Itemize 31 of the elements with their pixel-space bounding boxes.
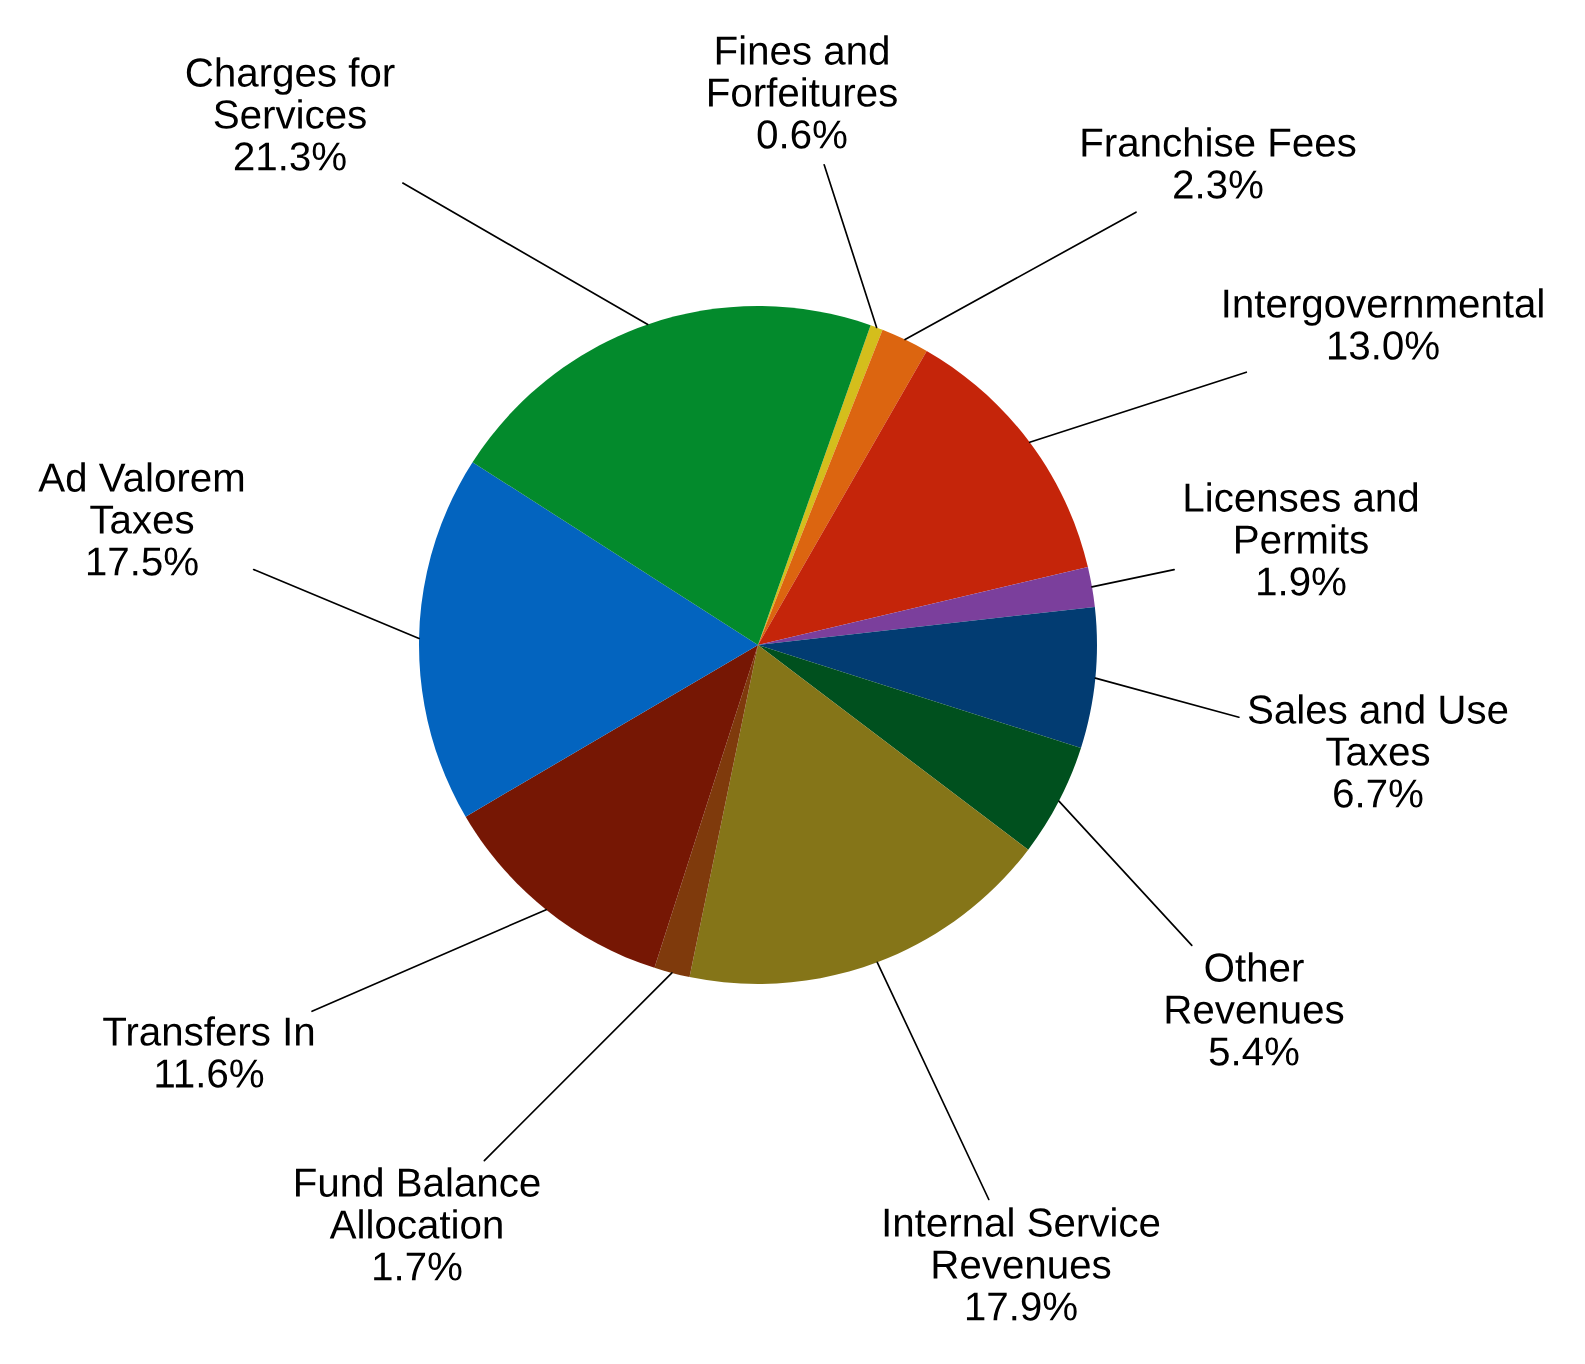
slice-label: Licenses and Permits <box>1185 482 1418 554</box>
data-label: 17.9% <box>966 1292 1077 1321</box>
slice-label: Other Revenues <box>1166 952 1344 1024</box>
slice-label: Charges for Services <box>186 57 395 129</box>
data-label: 6.7% <box>1334 779 1423 808</box>
slice-label: Transfers In <box>103 1016 314 1046</box>
slice-label: Sales and Use Taxes <box>1248 694 1508 766</box>
slice-label: Fines and Forfeitures <box>709 35 897 107</box>
data-label: 11.6% <box>156 1059 264 1088</box>
slice-label: Internal Service Revenues <box>884 1207 1160 1279</box>
data-label: 21.3% <box>234 142 346 171</box>
slice-label: Franchise Fees <box>1082 127 1356 157</box>
pie-slice <box>758 606 1097 748</box>
pie-slice <box>689 645 1029 984</box>
data-label: 17.5% <box>87 547 198 576</box>
pie-slice <box>465 645 758 968</box>
slice-label: Ad Valorem Taxes <box>38 462 244 534</box>
slice-label: Intergovernmental <box>1224 288 1543 326</box>
data-label: 1.9% <box>1258 567 1346 596</box>
data-label: 1.7% <box>374 1252 462 1281</box>
slice-label: Fund Balance Allocation <box>296 1167 540 1239</box>
data-label: 5.4% <box>1209 1037 1299 1066</box>
data-label: 2.3% <box>1174 170 1263 199</box>
data-label: 13.0% <box>1328 331 1439 360</box>
pie-slice <box>758 645 1081 850</box>
pie-slice <box>758 329 927 645</box>
pie-slice <box>472 306 871 645</box>
pie-slice <box>758 350 1088 645</box>
pie-slice <box>758 567 1095 645</box>
data-label: 0.6% <box>757 120 847 149</box>
pie-slice <box>419 462 758 817</box>
